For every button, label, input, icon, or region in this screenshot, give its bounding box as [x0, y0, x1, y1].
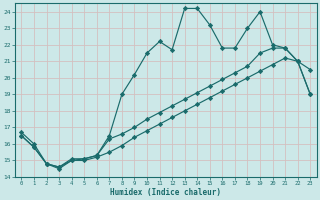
- X-axis label: Humidex (Indice chaleur): Humidex (Indice chaleur): [110, 188, 221, 197]
